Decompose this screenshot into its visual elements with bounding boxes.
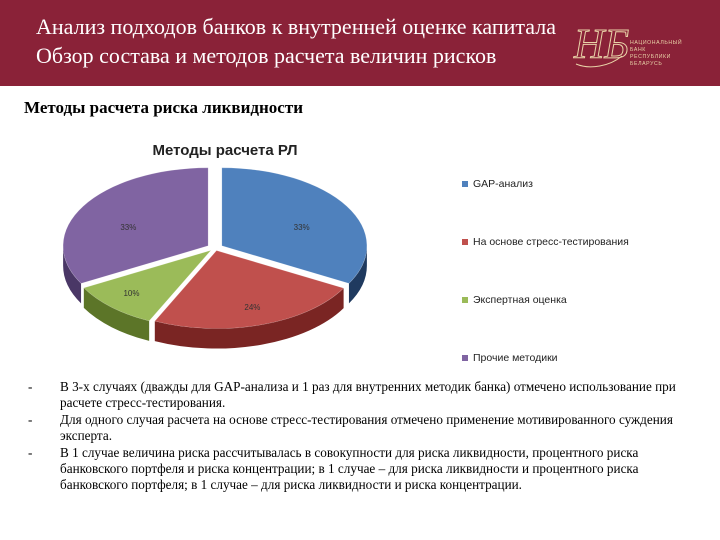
pie-slice-side — [83, 287, 150, 341]
pie-data-label: 33% — [294, 223, 310, 232]
header-banner: Анализ подходов банков к внутренней оцен… — [0, 0, 720, 86]
legend-swatch — [462, 239, 468, 245]
pie-slice-side — [63, 245, 82, 304]
notes-list: - В 3-х случаях (дважды для GAP-анализа … — [28, 379, 678, 494]
note-dash: - — [28, 412, 33, 427]
logo-line: БАНК — [630, 47, 646, 53]
bank-logo-text: НАЦИОНАЛЬНЫЙ БАНК РЕСПУБЛИКИ БЕЛАРУСЬ — [630, 40, 710, 68]
chart-title: Методы расчета РЛ — [152, 142, 297, 159]
slide-title-line-1: Анализ подходов банков к внутренней оцен… — [36, 14, 556, 39]
note-item: - Для одного случая расчета на основе ст… — [28, 412, 678, 444]
note-dash: - — [28, 379, 33, 394]
pie-data-label: 33% — [120, 223, 136, 232]
pie-slice — [62, 167, 209, 284]
logo-line: РЕСПУБЛИКИ — [630, 54, 671, 60]
logo-line: НАЦИОНАЛЬНЫЙ — [630, 40, 683, 46]
note-text: Для одного случая расчета на основе стре… — [60, 412, 673, 443]
section-title: Методы расчета риска ликвидности — [24, 98, 303, 117]
legend-swatch — [462, 355, 468, 361]
legend-label: Экспертная оценка — [473, 294, 567, 306]
legend-label: На основе стресс-тестирования — [473, 236, 629, 248]
note-text: В 3-х случаях (дважды для GAP-анализа и … — [60, 379, 676, 410]
legend-label: GAP-анализ — [473, 178, 533, 190]
pie-slice — [221, 167, 368, 284]
pie-slice — [83, 249, 212, 322]
pie-data-label: 24% — [244, 303, 260, 312]
legend-label: Прочие методики — [473, 352, 558, 364]
pie-slice-side — [154, 288, 344, 349]
pie-data-label: 10% — [123, 289, 139, 298]
logo-line: БЕЛАРУСЬ — [630, 61, 663, 67]
legend-swatch — [462, 181, 468, 187]
note-text: В 1 случае величина риска рассчитывалась… — [60, 445, 639, 492]
bank-logo: НБ — [573, 22, 630, 69]
chart-legend: GAP-анализ На основе стресс-тестирования Э… — [462, 178, 629, 364]
pie-slices: 33% 24% 10% 33% — [62, 167, 368, 349]
pie-slice — [154, 250, 345, 329]
slide-title-line-2: Обзор состава и методов расчета величин … — [36, 43, 497, 68]
slide-title: Анализ подходов банков к внутренней оцен… — [36, 12, 596, 70]
note-item: - В 1 случае величина риска рассчитывала… — [28, 445, 678, 493]
pie-slice-side — [348, 245, 367, 304]
legend-swatch — [462, 297, 468, 303]
note-dash: - — [28, 445, 33, 460]
pie-chart: Методы расчета РЛ 33% 24% 10% 33% GAP-анали… — [62, 142, 629, 364]
logo-monogram: НБ — [573, 22, 629, 68]
note-item: - В 3-х случаях (дважды для GAP-анализа … — [28, 379, 678, 411]
